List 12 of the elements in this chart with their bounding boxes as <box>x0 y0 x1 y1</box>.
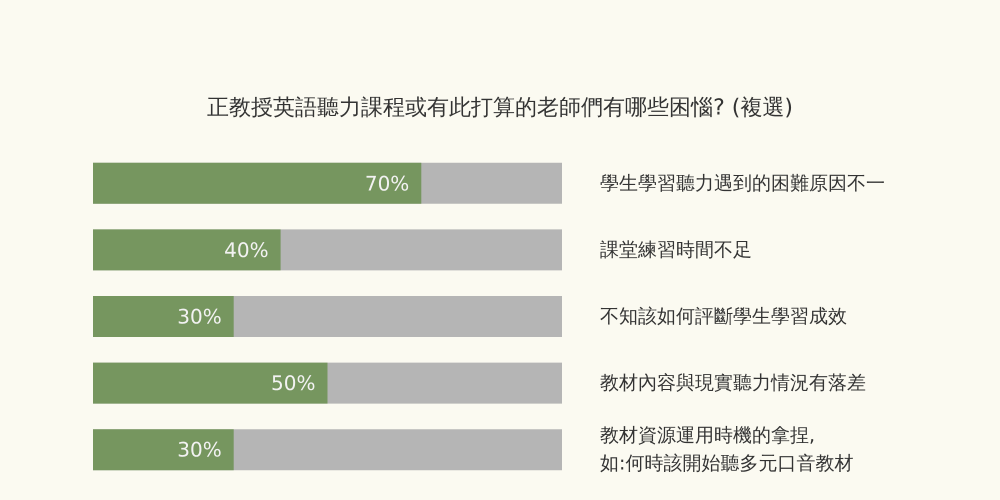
data-label: 40% <box>224 238 269 262</box>
data-label: 30% <box>177 304 222 328</box>
bar <box>93 429 234 470</box>
y-tick-label: 教材資源運用時機的拿捏, 如:何時該開始聽多元口音教材 <box>600 424 854 475</box>
y-tick-label: 教材內容與現實聽力情況有落差 <box>600 372 866 394</box>
data-label: 50% <box>271 371 316 396</box>
data-label: 30% <box>177 438 222 462</box>
text: 正教授英語聽力課程或有此打算的老師們有哪些困惱? (複選) <box>207 96 793 120</box>
y-tick-label: 不知該如何評斷學生學習成效 <box>600 306 847 328</box>
data-label: 70% <box>364 171 410 196</box>
y-tick-label: 學生學習聽力遇到的困難原因不一 <box>600 172 885 194</box>
y-tick-label: 課堂練習時間不足 <box>600 238 752 261</box>
